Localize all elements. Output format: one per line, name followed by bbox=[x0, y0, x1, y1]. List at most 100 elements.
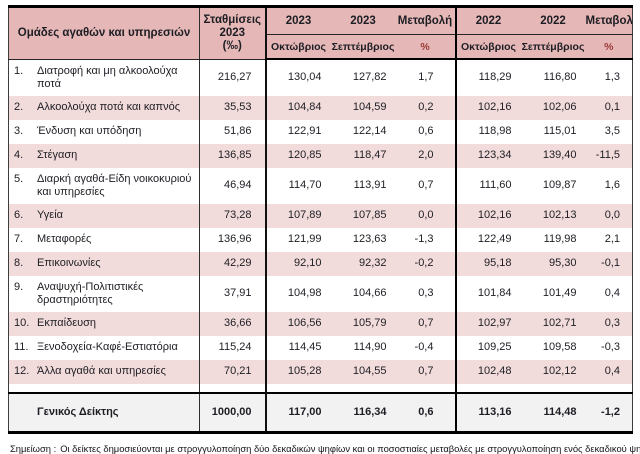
cell-2022-september: 102,06 bbox=[520, 95, 586, 120]
cell-2023-change: 0,7 bbox=[418, 179, 434, 191]
cell-2022-change: 0,4 bbox=[604, 287, 620, 299]
column-header-october-2022: Οκτώβριος bbox=[454, 34, 521, 60]
cell-2023-september: 104,59 bbox=[330, 95, 396, 120]
spacer-row bbox=[8, 383, 633, 393]
row-number: 9. bbox=[14, 280, 24, 293]
row-name-cell: 10. Εκπαίδευση bbox=[8, 311, 200, 336]
row-label: Αναψυχή-Πολιτιστικές δραστηριότητες bbox=[37, 280, 144, 306]
cell-weight: 46,94 bbox=[199, 167, 266, 204]
row-label: Επικοινωνίες bbox=[37, 257, 101, 269]
cell-2023-change: 0,7 bbox=[395, 359, 456, 384]
row-name-cell: 2. Αλκοολούχα ποτά και καπνός bbox=[8, 95, 200, 120]
column-header-year-2022-sep: 2022 bbox=[520, 6, 586, 35]
table-row: 1. Διατροφή και μη αλκοολούχα ποτά 216,2… bbox=[9, 59, 633, 96]
price-index-table: Ομάδες αγαθών και υπηρεσιών Σταθμίσεις 2… bbox=[8, 5, 633, 434]
row-name-cell: 4. Στέγαση bbox=[8, 143, 200, 168]
column-header-year-2023-oct: 2023 bbox=[264, 6, 331, 35]
row-number: 1. bbox=[14, 64, 24, 77]
column-header-percent-2022: % bbox=[585, 34, 633, 60]
general-index-2022-oct: 113,16 bbox=[454, 391, 521, 432]
cell-2023-september: 107,85 bbox=[330, 203, 396, 228]
row-name-cell: 7. Μεταφορές bbox=[9, 228, 200, 252]
cell-2022-october: 118,98 bbox=[454, 119, 521, 144]
cell-weight: 37,91 bbox=[199, 275, 266, 312]
cell-2023-october: 114,45 bbox=[264, 335, 331, 360]
cell-2022-september: 95,30 bbox=[520, 251, 586, 276]
cell-2023-october: 104,84 bbox=[264, 95, 331, 120]
cell-weight: 36,66 bbox=[199, 311, 266, 336]
cell-weight: 136,96 bbox=[199, 227, 266, 252]
cell-2023-october: 121,99 bbox=[264, 227, 331, 252]
column-header-september-2023: Σεπτέμβριος bbox=[330, 34, 396, 60]
cell-2022-october: 101,84 bbox=[454, 275, 521, 312]
cell-2022-october: 102,48 bbox=[454, 359, 521, 384]
cell-2022-september: 101,49 bbox=[542, 287, 577, 299]
column-header-groups: Ομάδες αγαθών και υπηρεσιών bbox=[8, 6, 200, 60]
table-row: 4. Στέγαση 136,85 120,85 118,47 2,0 123,… bbox=[8, 143, 633, 168]
cell-2023-change: -0,4 bbox=[414, 341, 434, 353]
table-row: 6. Υγεία 73,28 107,89 107,85 0,0 102,16 … bbox=[8, 203, 633, 228]
row-label: Άλλα αγαθά και υπηρεσίες bbox=[37, 365, 166, 377]
cell-weight: 216,27 bbox=[199, 59, 266, 96]
row-label: Διατροφή και μη αλκοολούχα ποτά bbox=[37, 64, 178, 90]
cell-2022-september: 119,98 bbox=[543, 233, 577, 245]
cell-weight: 70,21 bbox=[199, 359, 266, 384]
cell-2022-change: -11,5 bbox=[585, 143, 633, 168]
cell-2023-september: 114,90 bbox=[353, 341, 387, 353]
cell-2022-change: -0,1 bbox=[585, 251, 633, 276]
cell-2022-october: 123,34 bbox=[454, 143, 521, 168]
cell-2023-september: 92,32 bbox=[330, 251, 396, 276]
cell-2022-change: 0,1 bbox=[585, 95, 633, 120]
cell-2022-change: -0,3 bbox=[601, 341, 620, 353]
cell-2023-october: 114,70 bbox=[264, 167, 331, 204]
cell-2023-september: 104,66 bbox=[352, 287, 387, 299]
cell-2022-change: 3,5 bbox=[604, 125, 620, 137]
row-label: Υγεία bbox=[37, 209, 64, 221]
column-header-october-2023: Οκτώβριος bbox=[264, 34, 331, 60]
cell-2022-september: 115,01 bbox=[543, 125, 577, 137]
cell-weight: 73,28 bbox=[199, 203, 266, 228]
cell-2023-october: 122,91 bbox=[264, 119, 331, 144]
cell-2022-september: 102,12 bbox=[520, 359, 586, 384]
cell-2022-change: 0,0 bbox=[585, 203, 633, 228]
row-label: Ένδυση και υπόδηση bbox=[37, 125, 142, 137]
cell-weight: 42,29 bbox=[199, 251, 266, 276]
row-number: 4. bbox=[14, 149, 24, 161]
table-row: 5. Διαρκή αγαθά-Είδη νοικοκυριού και υπη… bbox=[9, 167, 633, 204]
cell-2023-september: 122,14 bbox=[352, 125, 387, 137]
cell-weight: 51,86 bbox=[199, 119, 266, 144]
cell-2022-october: 102,16 bbox=[454, 203, 521, 228]
row-number: 8. bbox=[14, 257, 24, 269]
row-label: Διαρκή αγαθά-Είδη νοικοκυριού και υπηρεσ… bbox=[37, 172, 192, 198]
cell-2023-change: 0,0 bbox=[395, 203, 456, 228]
cell-2023-change: 0,6 bbox=[418, 125, 434, 137]
cell-2023-change: 0,2 bbox=[395, 95, 456, 120]
row-name-cell: 1. Διατροφή και μη αλκοολούχα ποτά bbox=[9, 59, 200, 96]
row-label: Ξενοδοχεία-Καφέ-Εστιατόρια bbox=[37, 341, 178, 353]
general-index-2023-sep: 116,34 bbox=[330, 391, 396, 432]
cell-2023-october: 106,56 bbox=[264, 311, 331, 336]
cell-2023-september: 127,82 bbox=[352, 71, 387, 84]
general-index-2023-change: 0,6 bbox=[395, 391, 456, 432]
column-header-year-2022-oct: 2022 bbox=[454, 6, 521, 35]
table-row: 7. Μεταφορές 136,96 121,99 123,63 -1,3 1… bbox=[9, 227, 633, 252]
cell-2023-october: 104,98 bbox=[264, 275, 331, 312]
cell-weight: 115,24 bbox=[199, 335, 266, 360]
general-index-weight: 1000,00 bbox=[199, 391, 266, 432]
cell-2023-october: 120,85 bbox=[264, 143, 331, 168]
row-label: Μεταφορές bbox=[37, 233, 92, 245]
cell-2023-october: 92,10 bbox=[264, 251, 331, 276]
cell-2022-september: 102,13 bbox=[520, 203, 586, 228]
general-index-2023-oct: 117,00 bbox=[264, 391, 331, 432]
general-index-row: Γενικός Δείκτης 1000,00 117,00 116,34 0,… bbox=[8, 391, 633, 432]
cell-2022-change: 0,3 bbox=[585, 311, 633, 336]
row-name-cell: 11. Ξενοδοχεία-Καφέ-Εστιατόρια bbox=[9, 336, 200, 360]
cell-2022-october: 118,29 bbox=[454, 59, 521, 96]
column-header-september-2022: Σεπτέμβριος bbox=[520, 34, 586, 60]
table-body: 1. Διατροφή και μη αλκοολούχα ποτά 216,2… bbox=[8, 59, 633, 384]
cell-2023-change: -0,2 bbox=[395, 251, 456, 276]
table-row: 3. Ένδυση και υπόδηση 51,86 122,91 122,1… bbox=[9, 119, 633, 144]
cell-2022-october: 102,16 bbox=[454, 95, 521, 120]
table-footer: Γενικός Δείκτης 1000,00 117,00 116,34 0,… bbox=[8, 383, 633, 432]
footnote-label: Σημείωση : bbox=[10, 442, 57, 454]
